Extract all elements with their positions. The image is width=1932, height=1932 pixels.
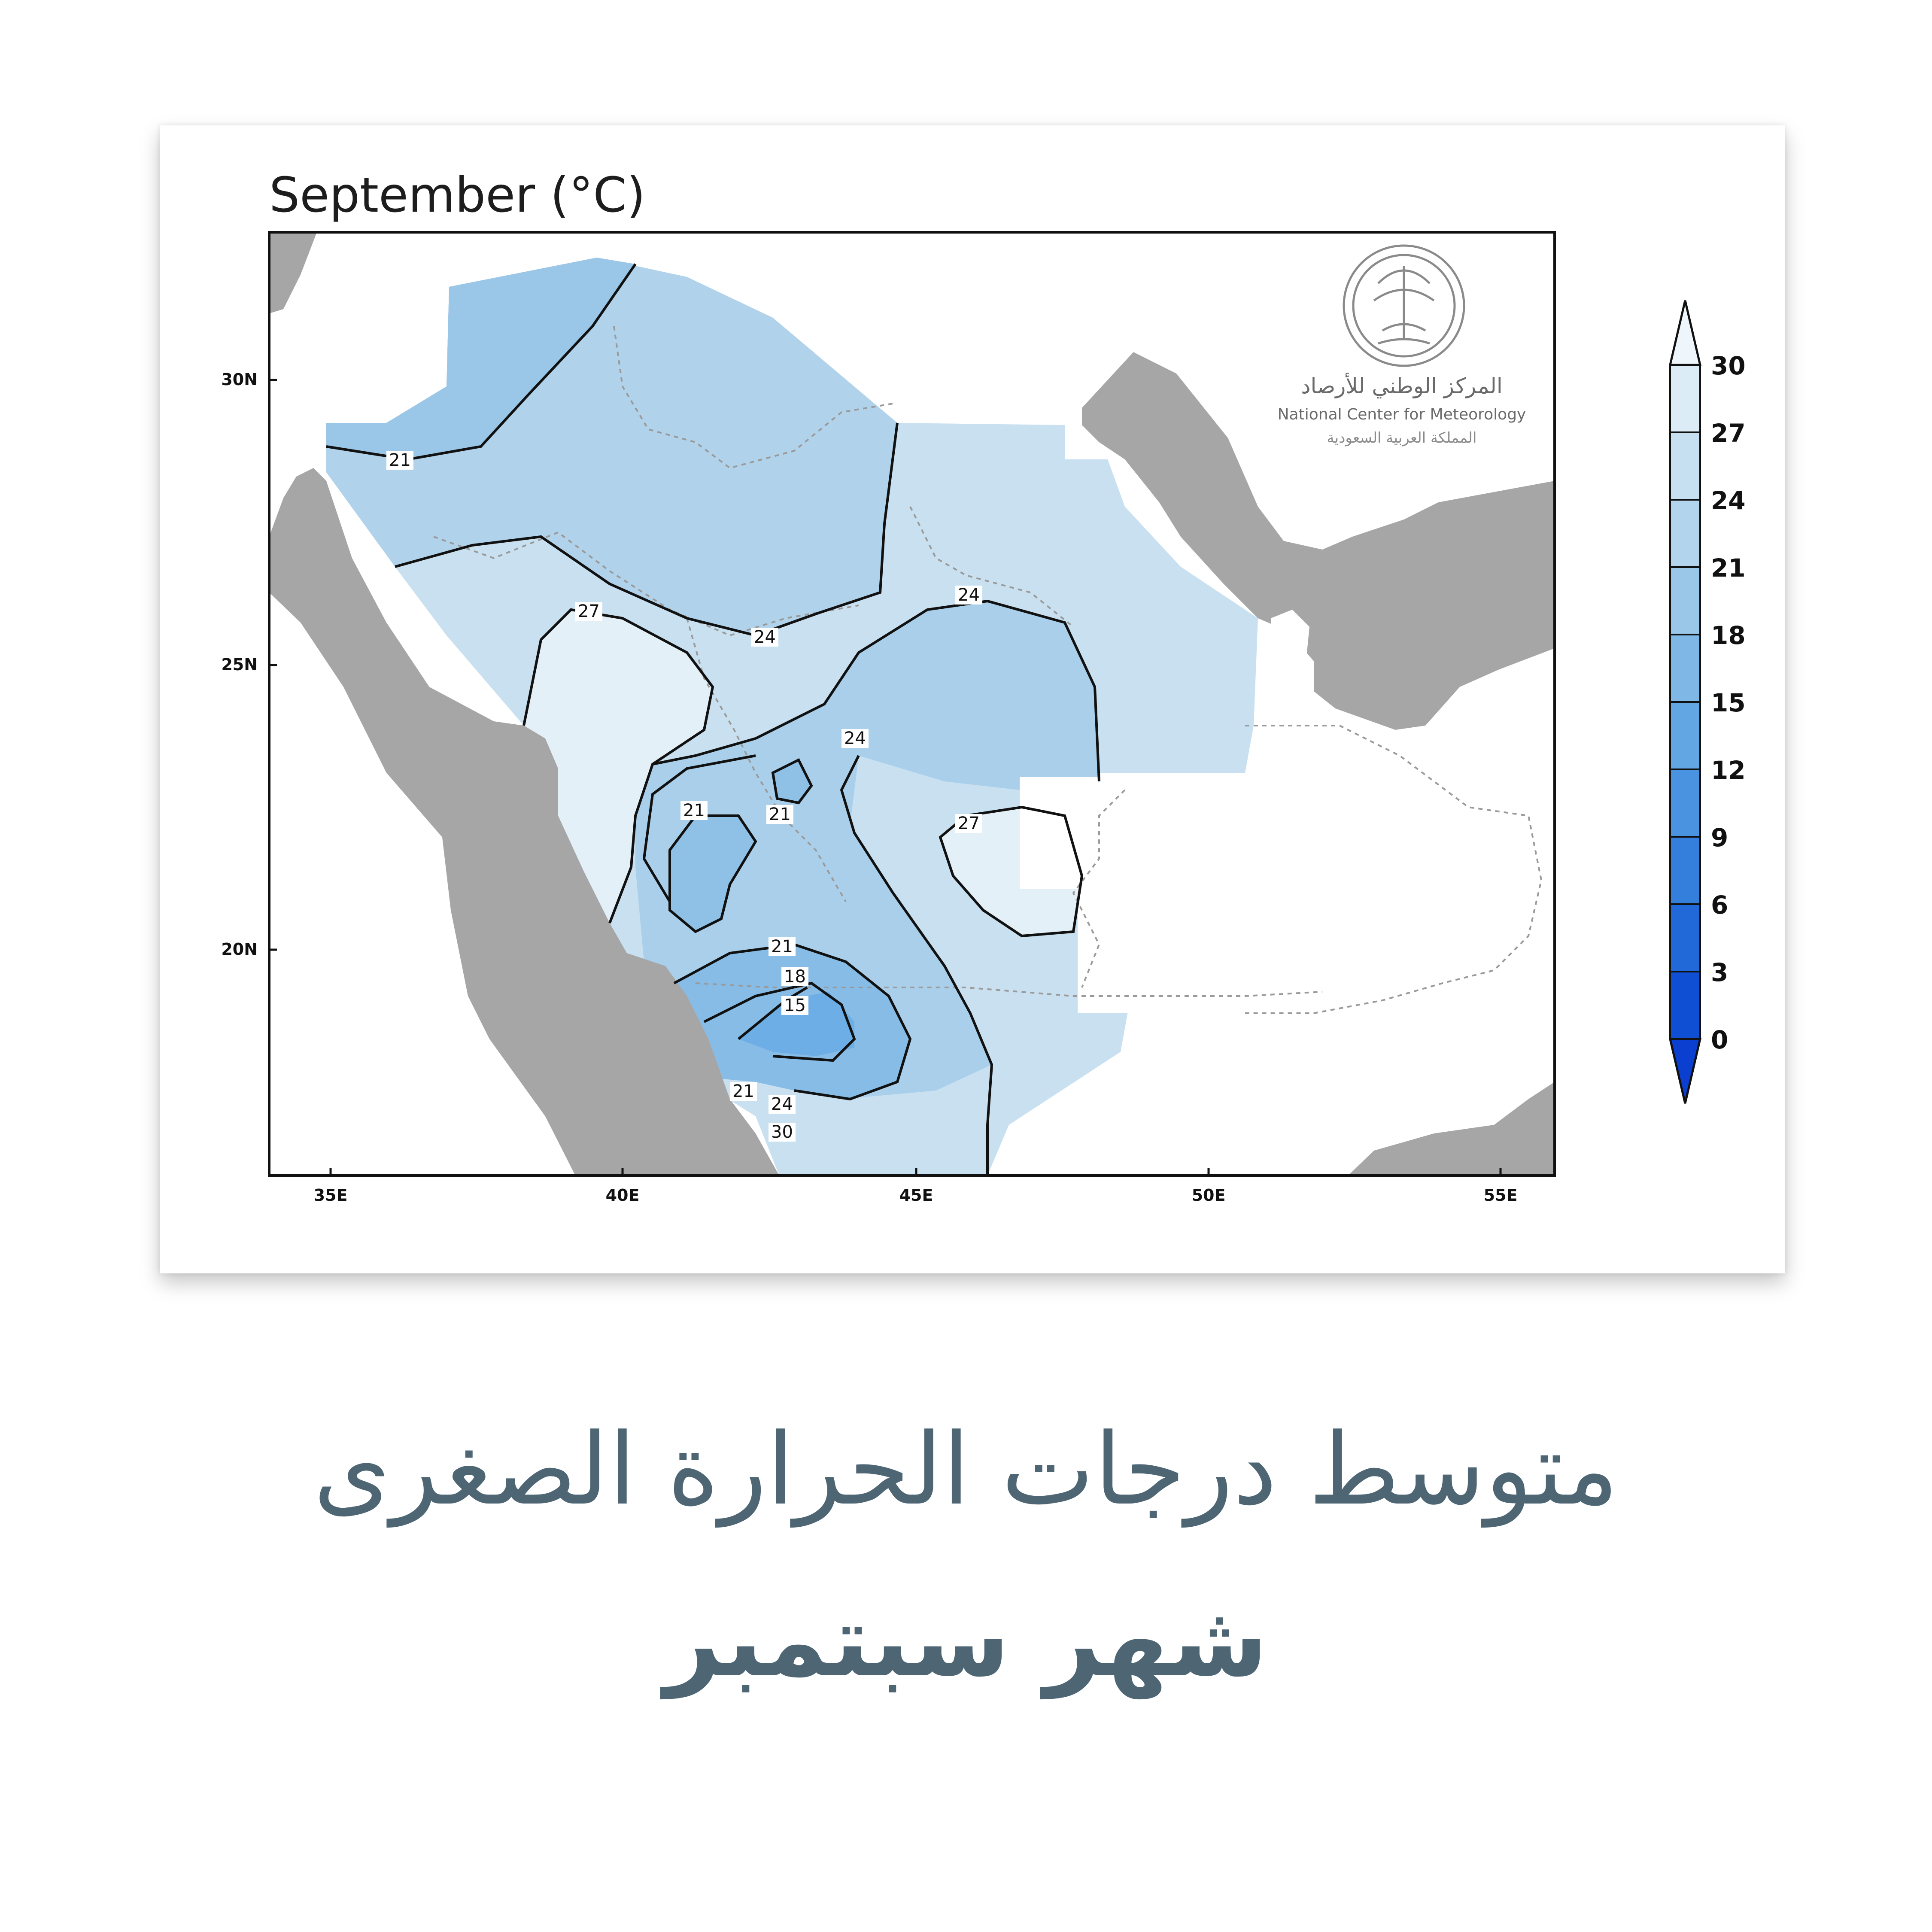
colorbar-segment xyxy=(1669,701,1701,770)
colorbar-segment xyxy=(1669,431,1701,501)
colorbar-level-label: 3 xyxy=(1711,958,1728,987)
colorbar-segment xyxy=(1669,836,1701,905)
lat-label-20n: 20N xyxy=(221,940,258,959)
lon-label-45e: 45E xyxy=(899,1186,933,1205)
lon-label-55e: 55E xyxy=(1483,1186,1518,1205)
northwest-pocket xyxy=(326,258,635,459)
caption-title: متوسط درجات الحرارة الصغرى xyxy=(313,1413,1619,1527)
contour-label: 21 xyxy=(386,451,413,470)
colorbar-segment xyxy=(1669,769,1701,838)
map-title: September (°C) xyxy=(269,167,646,223)
colorbar-level-label: 12 xyxy=(1711,756,1746,785)
colorbar-segment xyxy=(1669,364,1701,433)
colorbar-bottom-arrow xyxy=(1668,1038,1702,1104)
colorbar-segment xyxy=(1669,903,1701,972)
colorbar-level-label: 21 xyxy=(1711,553,1746,583)
colorbar-level-label: 24 xyxy=(1711,486,1746,515)
contour-label: 24 xyxy=(769,1095,796,1114)
colorbar-level-label: 6 xyxy=(1711,890,1728,920)
colorbar-top-arrow xyxy=(1668,300,1702,366)
map-frame xyxy=(268,231,1556,1177)
land-east-top xyxy=(1082,352,1555,730)
land-qatar xyxy=(1271,610,1309,687)
colorbar-segment xyxy=(1669,566,1701,635)
admin-borders xyxy=(433,326,1543,1014)
caption-month: شهر سبتمبر xyxy=(664,1584,1268,1699)
southwest-pocket-2 xyxy=(773,760,811,803)
colorbar-level-label: 18 xyxy=(1711,621,1746,650)
contour-label: 27 xyxy=(955,814,982,833)
contour-label: 30 xyxy=(769,1123,796,1142)
contour-label: 18 xyxy=(781,967,808,986)
colorbar-segment xyxy=(1669,499,1701,568)
lat-label-25n: 25N xyxy=(221,655,258,674)
contour-label: 21 xyxy=(680,801,708,820)
land-west-top xyxy=(269,232,317,313)
colorbar-segment xyxy=(1669,634,1701,703)
missing-data-block-2 xyxy=(1078,884,1245,1013)
colorbar-level-label: 30 xyxy=(1711,351,1746,380)
colorbar-level-label: 15 xyxy=(1711,688,1746,717)
contour-label: 24 xyxy=(955,586,982,605)
contour-label: 24 xyxy=(841,729,869,748)
colorbar-segment xyxy=(1669,971,1701,1040)
axis-ticks xyxy=(269,379,1502,1176)
lon-label-40e: 40E xyxy=(605,1186,640,1205)
land-west-coast xyxy=(269,468,779,1176)
lon-label-35e: 35E xyxy=(313,1186,348,1205)
contour-label: 21 xyxy=(730,1082,757,1101)
south-cool-core xyxy=(738,992,854,1056)
contour-label: 15 xyxy=(781,996,808,1015)
land-southeast xyxy=(1348,1082,1555,1176)
colorbar-level-label: 9 xyxy=(1711,823,1728,852)
missing-data-block xyxy=(1020,777,1245,889)
contour-label: 21 xyxy=(769,937,796,956)
colorbar-level-label: 27 xyxy=(1711,419,1746,448)
lon-label-50e: 50E xyxy=(1191,1186,1226,1205)
contour-label: 27 xyxy=(575,602,602,621)
lat-label-30n: 30N xyxy=(221,370,258,389)
contour-label: 24 xyxy=(751,628,778,647)
logo-arabic-text: المركز الوطني للأرصاد xyxy=(1301,374,1503,398)
southwest-pocket-1 xyxy=(670,816,756,932)
logo-subtitle-text: المملكة العربية السعودية xyxy=(1327,429,1477,447)
ncm-logo-emblem xyxy=(1343,244,1465,367)
colorbar-level-label: 0 xyxy=(1711,1025,1728,1054)
colorbar xyxy=(1668,300,1702,1104)
logo-english-text: National Center for Meteorology xyxy=(1277,406,1526,423)
contour-label: 21 xyxy=(766,805,793,824)
